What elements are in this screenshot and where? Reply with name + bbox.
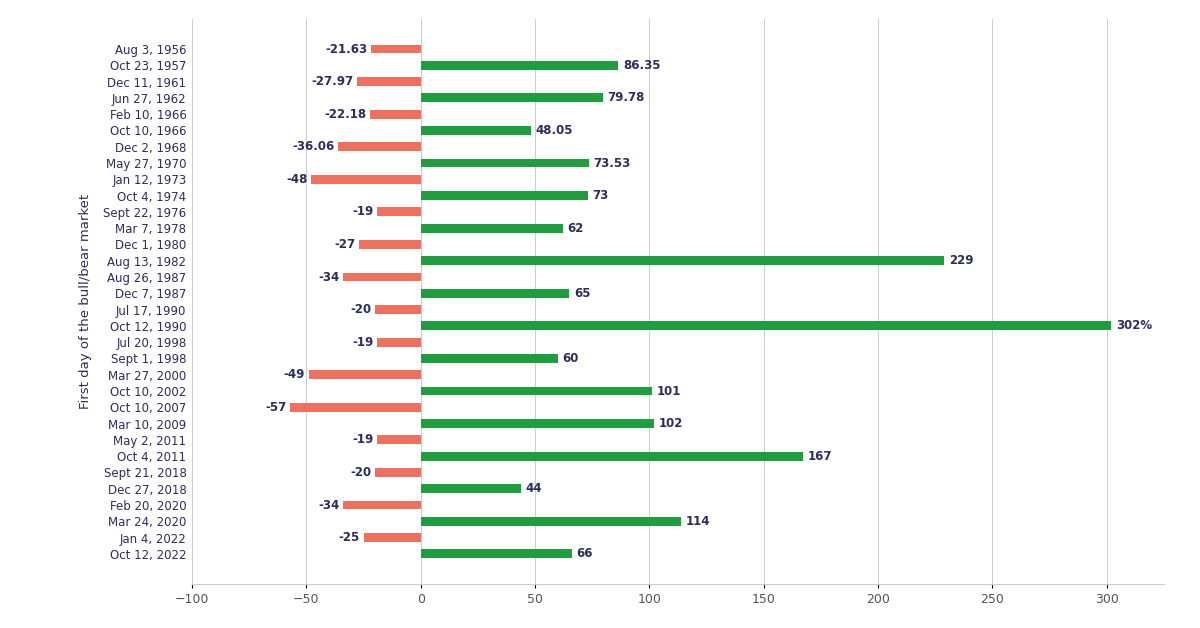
Text: 60: 60 bbox=[563, 352, 578, 365]
Text: -19: -19 bbox=[353, 205, 374, 219]
Bar bbox=[421, 419, 654, 428]
Bar bbox=[421, 550, 571, 558]
Bar bbox=[421, 61, 618, 70]
Text: -19: -19 bbox=[353, 335, 374, 349]
Text: -25: -25 bbox=[338, 531, 360, 544]
Bar bbox=[421, 94, 604, 102]
Text: -48: -48 bbox=[286, 173, 307, 186]
Bar bbox=[374, 468, 421, 477]
Text: 62: 62 bbox=[568, 222, 583, 235]
Bar bbox=[421, 452, 803, 460]
Bar bbox=[421, 322, 1111, 330]
Text: -21.63: -21.63 bbox=[325, 43, 368, 55]
Text: -57: -57 bbox=[265, 401, 287, 414]
Text: 167: 167 bbox=[808, 450, 832, 463]
Bar bbox=[377, 207, 421, 217]
Bar bbox=[338, 143, 421, 151]
Text: 114: 114 bbox=[686, 515, 710, 528]
Text: 86.35: 86.35 bbox=[623, 59, 660, 72]
Bar bbox=[377, 435, 421, 445]
Bar bbox=[421, 256, 944, 265]
Text: 79.78: 79.78 bbox=[607, 91, 646, 104]
Text: 66: 66 bbox=[576, 548, 593, 560]
Bar bbox=[308, 371, 421, 379]
Text: -22.18: -22.18 bbox=[324, 107, 366, 121]
Bar bbox=[343, 501, 421, 509]
Bar bbox=[364, 533, 421, 542]
Bar bbox=[421, 191, 588, 200]
Bar bbox=[421, 484, 521, 493]
Bar bbox=[374, 305, 421, 314]
Bar bbox=[359, 240, 421, 249]
Bar bbox=[370, 110, 421, 119]
Text: -20: -20 bbox=[350, 303, 372, 316]
Y-axis label: First day of the bull/bear market: First day of the bull/bear market bbox=[79, 194, 92, 409]
Bar bbox=[371, 45, 421, 53]
Text: -20: -20 bbox=[350, 466, 372, 479]
Text: 302%: 302% bbox=[1116, 320, 1152, 332]
Text: -27.97: -27.97 bbox=[311, 75, 353, 88]
Bar bbox=[421, 386, 652, 396]
Text: 44: 44 bbox=[526, 482, 542, 495]
Text: 65: 65 bbox=[574, 287, 590, 300]
Bar bbox=[421, 289, 569, 298]
Text: 229: 229 bbox=[949, 254, 973, 268]
Bar bbox=[421, 158, 589, 168]
Bar bbox=[377, 338, 421, 347]
Text: -27: -27 bbox=[335, 238, 355, 251]
Text: -19: -19 bbox=[353, 433, 374, 447]
Bar bbox=[421, 517, 682, 526]
Text: -34: -34 bbox=[318, 271, 340, 283]
Bar bbox=[421, 126, 530, 135]
Text: 73: 73 bbox=[593, 189, 608, 202]
Text: 73.53: 73.53 bbox=[594, 156, 631, 170]
Text: -36.06: -36.06 bbox=[293, 140, 335, 153]
Text: -49: -49 bbox=[284, 368, 305, 381]
Bar bbox=[421, 354, 558, 363]
Text: -34: -34 bbox=[318, 499, 340, 512]
Text: 101: 101 bbox=[656, 384, 680, 398]
Bar bbox=[356, 77, 421, 86]
Text: 102: 102 bbox=[659, 417, 683, 430]
Bar bbox=[421, 224, 563, 232]
Bar bbox=[311, 175, 421, 184]
Text: 48.05: 48.05 bbox=[535, 124, 572, 137]
Bar bbox=[290, 403, 421, 412]
Bar bbox=[343, 273, 421, 281]
